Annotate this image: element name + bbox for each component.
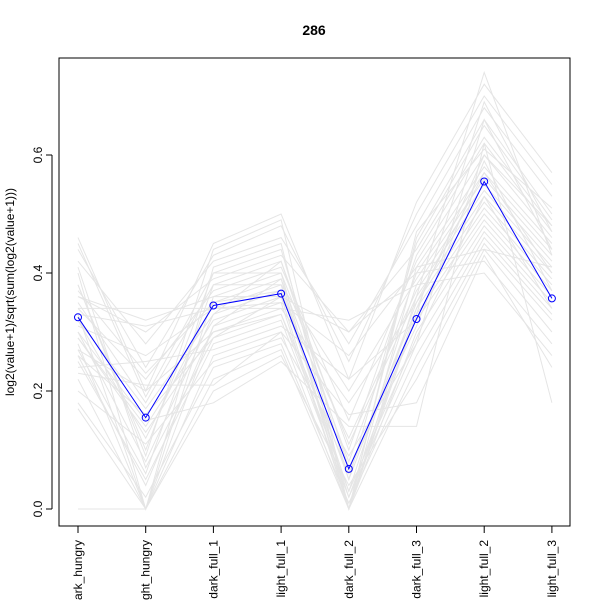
highlight-point xyxy=(209,301,218,310)
x-tick-label: light_full_3 xyxy=(545,540,559,598)
y-tick-label: 0.4 xyxy=(31,264,45,281)
x-tick-label: ark_hungry xyxy=(71,540,85,600)
background-series-line xyxy=(77,154,553,511)
highlight-point xyxy=(547,294,556,303)
background-series-line xyxy=(77,83,553,393)
chart-title: 286 xyxy=(302,22,326,38)
highlight-point xyxy=(141,413,150,422)
background-series-line xyxy=(77,171,553,481)
background-series-line xyxy=(78,248,553,510)
background-series-line xyxy=(77,248,553,357)
plot-frame xyxy=(58,57,571,527)
background-series-line xyxy=(77,195,553,511)
axes-group: 0.0 0.2 0.4 0.6 ark_hungry ght_hungry dark_ful… xyxy=(31,146,559,600)
background-series-line xyxy=(77,136,553,333)
x-tick-label: light_full_1 xyxy=(274,540,288,598)
highlight-series-group xyxy=(74,177,556,473)
x-tick-label: ght_hungry xyxy=(139,540,153,600)
background-series-line xyxy=(77,213,553,499)
background-series-line xyxy=(77,254,553,416)
background-series-line xyxy=(77,230,553,457)
background-series-line xyxy=(77,236,553,505)
x-tick-label: dark_full_1 xyxy=(206,540,220,599)
background-series-line xyxy=(77,106,553,345)
x-tick-label: dark_full_2 xyxy=(342,540,356,599)
background-series-line xyxy=(77,154,553,422)
highlight-point xyxy=(412,315,421,323)
background-series-line xyxy=(77,70,553,446)
background-series-line xyxy=(77,118,553,511)
x-tick-label: dark_full_3 xyxy=(410,540,424,599)
background-series-line xyxy=(77,219,553,380)
highlight-point xyxy=(277,289,286,298)
background-series-line xyxy=(78,272,553,356)
y-tick-label: 0.0 xyxy=(31,500,45,517)
background-series-group xyxy=(77,70,553,511)
background-series-line xyxy=(77,159,553,470)
background-series-line xyxy=(77,118,553,499)
highlight-point xyxy=(344,464,353,473)
y-axis-label: log2(value+1)/sqrt(sum(log2(value+1))) xyxy=(3,188,17,396)
background-series-line xyxy=(77,207,553,475)
background-series-line xyxy=(77,100,553,511)
highlight-series-line xyxy=(77,180,553,471)
y-tick-label: 0.2 xyxy=(31,382,45,399)
x-tick-label: light_full_2 xyxy=(477,540,491,598)
background-series-line xyxy=(77,189,553,440)
y-tick-label: 0.6 xyxy=(31,146,45,163)
highlight-point xyxy=(480,177,489,186)
background-series-line xyxy=(77,242,553,511)
highlight-point xyxy=(74,313,82,322)
